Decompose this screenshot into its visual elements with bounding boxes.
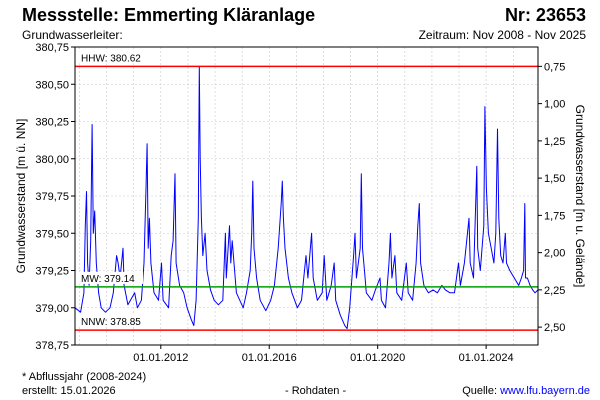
grid: [75, 46, 538, 346]
y-tick-label: 380,25: [35, 117, 69, 129]
reference-label-bg: [78, 51, 149, 64]
x-tick-label: 01.01.2020: [350, 352, 405, 364]
reference-label-bg: [78, 271, 143, 284]
y-tick-label: 379,00: [35, 303, 69, 315]
reference-label: NNW: 378.85: [81, 317, 141, 328]
source-link[interactable]: www.lfu.bayern.de: [500, 385, 590, 397]
x-tick-label: 01.01.2024: [459, 352, 514, 364]
series-line-0: [74, 65, 539, 330]
y-tick-label: 380,75: [35, 42, 69, 54]
created-date: erstellt: 15.01.2026: [22, 385, 116, 397]
y-tick-label: 379,50: [35, 228, 69, 240]
y2-tick-label: 1,25: [544, 136, 565, 148]
series-layer: [74, 65, 539, 330]
y-axis-label: Grundwasserstand [m ü. NN]: [14, 119, 28, 274]
source-info: Quelle: www.lfu.bayern.de: [462, 385, 590, 397]
footnote: * Abflussjahr (2008-2024): [22, 371, 147, 383]
y-tick-label: 379,25: [35, 266, 69, 278]
y2-tick-label: 1,00: [544, 99, 565, 111]
y2-tick-label: 1,50: [544, 173, 565, 185]
y2-tick-label: 0,75: [544, 61, 565, 73]
reference-label-bg: [78, 315, 149, 328]
reference-label: MW: 379.14: [81, 274, 135, 285]
y-tick-label: 379,75: [35, 191, 69, 203]
page-title: Messstelle: Emmerting Kläranlage: [22, 5, 316, 25]
period-label: Zeitraum: Nov 2008 - Nov 2025: [418, 28, 586, 42]
axes: 378,75 379,00 379,25 379,50 379,75 380,00 380,…: [35, 42, 565, 364]
y2-tick-label: 2,25: [544, 285, 565, 297]
y-tick-label: 380,00: [35, 154, 69, 166]
y2-tick-label: 2,00: [544, 248, 565, 260]
x-tick-label: 01.01.2012: [133, 352, 188, 364]
x-tick-label: 01.01.2016: [242, 352, 297, 364]
reference-lines: HHW: 380.62 MW: 379.14 NNW: 378.85: [75, 51, 538, 331]
y2-tick-label: 1,75: [544, 210, 565, 222]
y2-tick-label: 2,50: [544, 322, 565, 334]
y-tick-label: 380,50: [35, 79, 69, 91]
reference-label: HHW: 380.62: [81, 53, 141, 64]
station-number: Nr: 23653: [504, 5, 586, 25]
aquifer-label: Grundwasserleiter:: [22, 28, 123, 42]
y2-axis-label: Grundwasserstand [m u. Gelände]: [573, 105, 587, 288]
y-tick-label: 378,75: [35, 340, 69, 352]
source-prefix: Quelle:: [462, 385, 501, 397]
raw-data-label: - Rohdaten -: [285, 385, 347, 397]
